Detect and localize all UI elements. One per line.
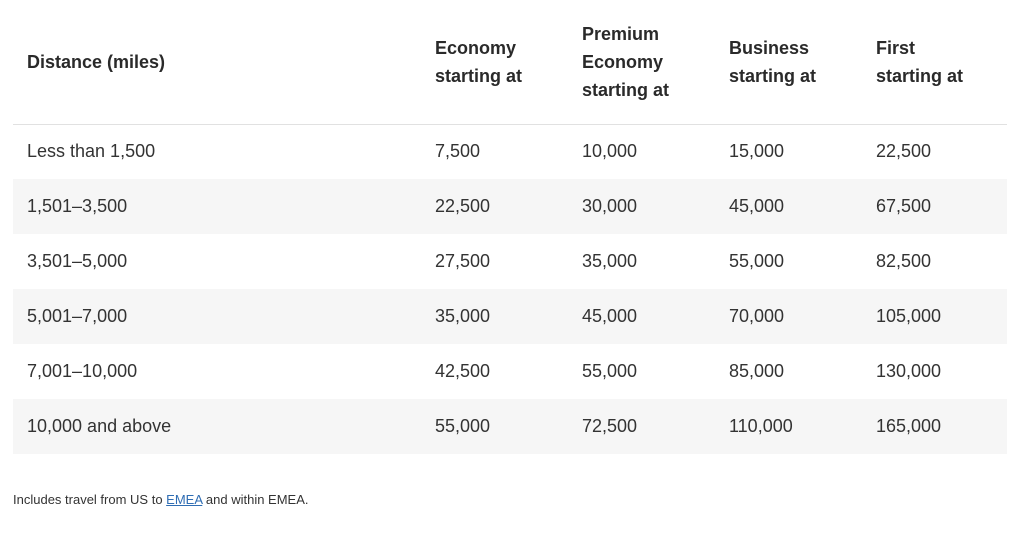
- table-row: 5,001–7,000 35,000 45,000 70,000 105,000: [13, 289, 1007, 344]
- cell-premium-economy: 30,000: [568, 179, 715, 234]
- cell-business: 110,000: [715, 399, 862, 454]
- cell-distance: Less than 1,500: [27, 141, 156, 162]
- cell-first: 82,500: [876, 251, 932, 271]
- emea-link[interactable]: EMEA: [166, 492, 203, 507]
- header-economy: Economy starting at: [421, 0, 568, 125]
- cell-distance: 3,501–5,000: [27, 251, 128, 271]
- cell-business: 45,000: [715, 179, 862, 234]
- table-header-row: Distance (miles) Economy starting at Pre…: [13, 0, 1007, 125]
- cell-premium-economy: 55,000: [582, 361, 638, 381]
- cell-business: 15,000: [729, 141, 785, 162]
- cell-premium-economy: 35,000: [582, 251, 638, 271]
- table-row: 3,501–5,000 27,500 35,000 55,000 82,500: [13, 234, 1007, 289]
- cell-economy: 7,500: [435, 141, 481, 162]
- cell-economy: 42,500: [435, 361, 491, 381]
- cell-economy: 22,500: [421, 179, 568, 234]
- cell-premium-economy: 45,000: [568, 289, 715, 344]
- cell-first: 22,500: [876, 141, 932, 162]
- cell-business: 85,000: [729, 361, 785, 381]
- cell-distance: 10,000 and above: [13, 399, 421, 454]
- cell-first: 165,000: [862, 399, 1007, 454]
- cell-first: 67,500: [862, 179, 1007, 234]
- cell-distance: 1,501–3,500: [13, 179, 421, 234]
- header-premium-economy: Premium Economy starting at: [568, 0, 715, 125]
- cell-distance: 7,001–10,000: [27, 361, 138, 381]
- cell-premium-economy: 10,000: [582, 141, 638, 162]
- cell-premium-economy: 72,500: [568, 399, 715, 454]
- header-business: Business starting at: [715, 0, 862, 125]
- table-row: 10,000 and above 55,000 72,500 110,000 1…: [13, 399, 1007, 454]
- cell-economy: 35,000: [421, 289, 568, 344]
- award-chart-table: Distance (miles) Economy starting at Pre…: [13, 0, 1007, 454]
- table-row: 7,001–10,000 42,500 55,000 85,000 130,00…: [13, 344, 1007, 399]
- cell-distance: 5,001–7,000: [13, 289, 421, 344]
- table-row: 1,501–3,500 22,500 30,000 45,000 67,500: [13, 179, 1007, 234]
- header-first: First starting at: [862, 0, 1007, 125]
- cell-economy: 55,000: [421, 399, 568, 454]
- cell-business: 55,000: [729, 251, 785, 271]
- table-row: Less than 1,500 7,500 10,000 15,000 22,5…: [13, 124, 1007, 179]
- cell-business: 70,000: [715, 289, 862, 344]
- footnote-text-after: and within EMEA.: [202, 492, 309, 507]
- cell-first: 105,000: [862, 289, 1007, 344]
- cell-first: 130,000: [876, 361, 942, 381]
- footnote: Includes travel from US to EMEA and with…: [13, 492, 309, 507]
- header-distance: Distance (miles): [13, 0, 421, 125]
- cell-economy: 27,500: [435, 251, 491, 271]
- footnote-text-before: Includes travel from US to: [13, 492, 167, 507]
